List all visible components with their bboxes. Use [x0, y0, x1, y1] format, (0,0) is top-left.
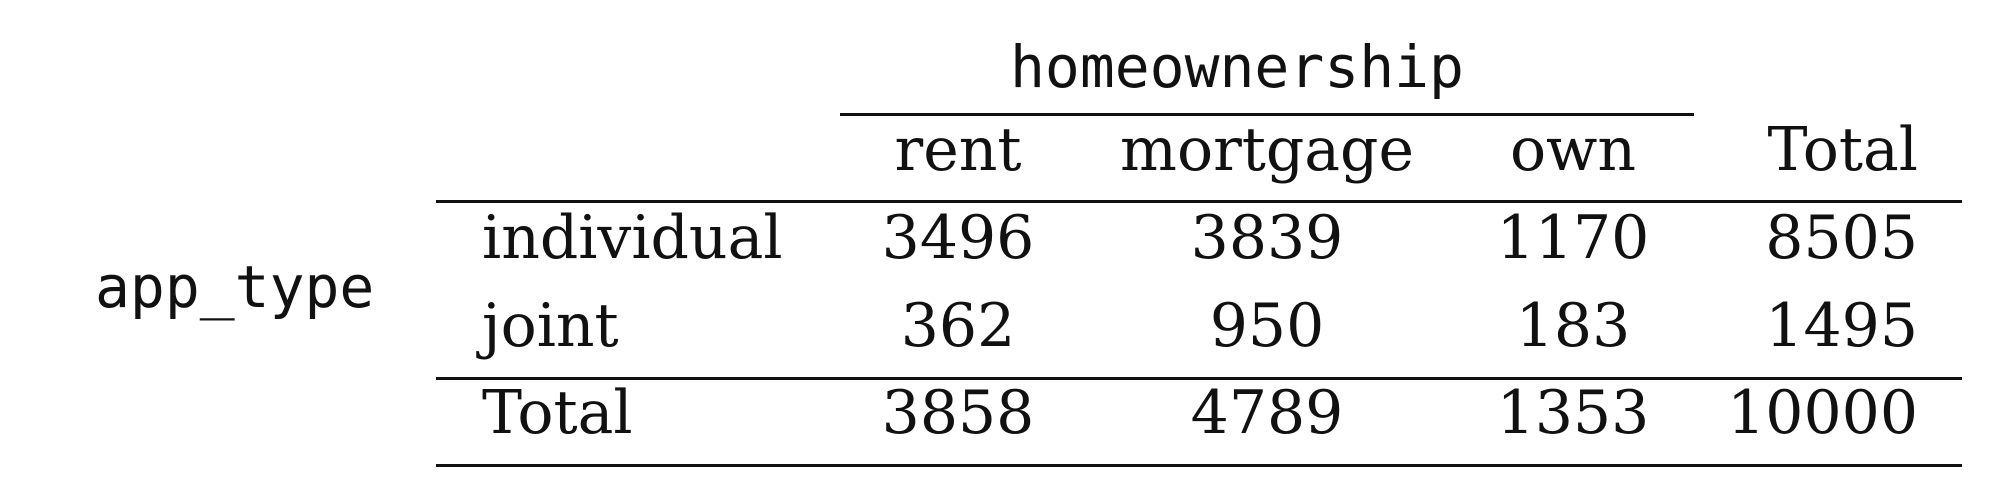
column-variable-label: homeownership	[1010, 33, 1464, 101]
cell-individual-mortgage: 3839	[1190, 203, 1344, 273]
cell-joint-rent: 362	[900, 291, 1016, 361]
row-label-joint: joint	[482, 291, 619, 361]
cell-total-total: 10000	[1727, 378, 1918, 448]
row-variable-label: app_type	[95, 253, 375, 321]
cell-joint-mortgage: 950	[1209, 291, 1325, 361]
column-header-own: own	[1509, 115, 1637, 185]
cell-individual-own: 1170	[1496, 203, 1650, 273]
cell-individual-total: 8505	[1765, 203, 1918, 273]
cell-individual-rent: 3496	[881, 203, 1035, 273]
cell-joint-total: 1495	[1765, 291, 1918, 361]
row-label-total: Total	[482, 378, 633, 448]
cell-total-mortgage: 4789	[1190, 378, 1344, 448]
column-header-rent: rent	[894, 115, 1022, 185]
column-header-mortgage: mortgage	[1120, 115, 1414, 185]
cell-total-own: 1353	[1496, 378, 1650, 448]
cell-joint-own: 183	[1515, 291, 1631, 361]
bottom-rule	[436, 464, 1962, 467]
column-header-total: Total	[1767, 115, 1918, 185]
header-rule	[436, 200, 1962, 203]
row-label-individual: individual	[482, 203, 783, 273]
cell-total-rent: 3858	[881, 378, 1035, 448]
total-rule	[436, 377, 1962, 380]
column-group-rule	[840, 113, 1694, 116]
